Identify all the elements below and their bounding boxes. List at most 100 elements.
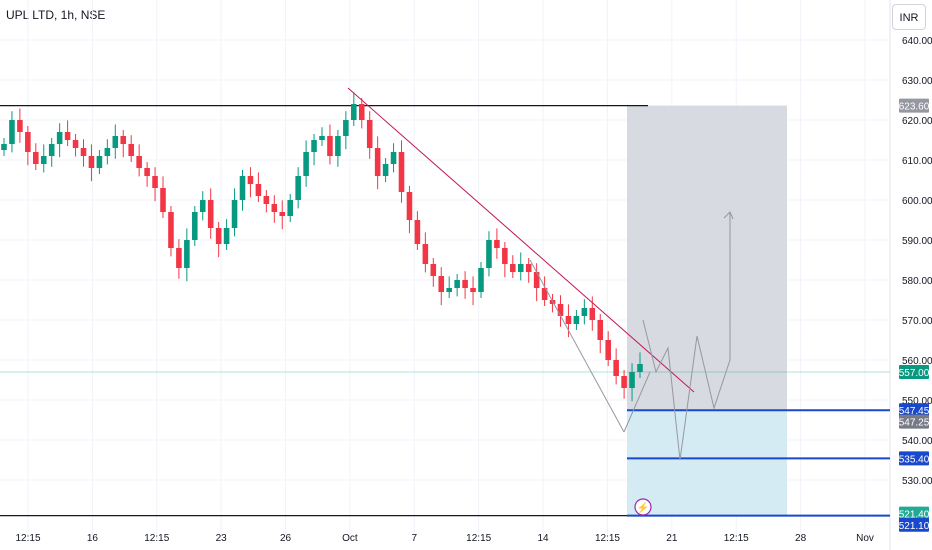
candle-body <box>128 144 134 156</box>
candle-body <box>430 264 437 276</box>
y-tick-label: 570.00 <box>902 316 932 327</box>
candle-body <box>486 240 492 268</box>
lightning-icon: ⚡ <box>637 501 649 514</box>
candle-body <box>176 248 182 268</box>
candle-body <box>72 140 79 148</box>
candle-body <box>597 320 604 340</box>
candle-body <box>390 152 397 164</box>
y-tick-label: 600.00 <box>902 196 932 207</box>
candle-body <box>9 120 15 144</box>
candle-body <box>231 200 238 228</box>
candle-body <box>414 220 421 244</box>
candle-body <box>573 316 580 324</box>
price-label: 521.40 <box>899 510 930 521</box>
price-label-box <box>899 403 929 418</box>
candle-body <box>120 136 127 144</box>
x-tick-label: 14 <box>538 533 550 544</box>
candle-body <box>192 212 198 240</box>
candle-body <box>184 240 190 268</box>
candle-body <box>621 376 627 388</box>
price-label-box <box>899 517 929 532</box>
candle-body <box>557 304 564 316</box>
candle-body <box>160 188 166 212</box>
candle-body <box>25 132 31 152</box>
candle-body <box>581 308 588 316</box>
event-marker-icon <box>634 498 652 516</box>
candle-body <box>279 212 286 216</box>
candle-body <box>263 196 270 204</box>
price-label-box <box>899 451 929 466</box>
candle-body <box>382 164 389 176</box>
candle-body <box>565 316 572 324</box>
candle-body <box>406 192 413 220</box>
price-label: 547.45 <box>899 406 930 417</box>
price-label: 521.10 <box>899 521 930 532</box>
candle-body <box>502 248 508 264</box>
price-label-box <box>899 506 929 521</box>
stop-zone <box>627 410 787 516</box>
x-tick-label: 12:15 <box>144 533 169 544</box>
candle-body <box>199 200 206 212</box>
candle-body <box>1 144 7 150</box>
candle-body <box>112 136 119 148</box>
y-tick-label: 590.00 <box>902 236 932 247</box>
candle-body <box>40 156 47 164</box>
candle-body <box>351 104 357 120</box>
y-tick-label: 640.00 <box>902 36 932 47</box>
candle-body <box>239 176 246 200</box>
price-label: 535.40 <box>899 454 930 465</box>
y-tick-label: 620.00 <box>902 116 932 127</box>
x-tick-label: 23 <box>216 533 228 544</box>
x-tick-label: 12:15 <box>595 533 620 544</box>
candle-body <box>311 140 317 152</box>
x-tick-label: Oct <box>342 533 358 544</box>
x-tick-label: 12:15 <box>724 533 749 544</box>
price-label-box <box>899 98 929 113</box>
candle-body <box>136 156 142 168</box>
y-tick-label: 630.00 <box>902 76 932 87</box>
candle-body <box>335 136 341 156</box>
candle-body <box>517 264 524 272</box>
candle-body <box>17 120 23 132</box>
candle-body <box>287 200 293 216</box>
y-tick-label: 580.00 <box>902 276 932 287</box>
candle-body <box>454 280 460 288</box>
candle-body <box>88 156 95 168</box>
candle-body <box>327 136 333 156</box>
candle-body <box>438 276 445 292</box>
candle-body <box>637 364 643 372</box>
candle-body <box>319 136 325 140</box>
x-tick-label: 7 <box>412 533 418 544</box>
y-tick-label: 530.00 <box>902 476 932 487</box>
x-tick-label: Nov <box>856 533 874 544</box>
candle-body <box>33 152 39 164</box>
y-tick-label: 550.00 <box>902 396 932 407</box>
x-tick-label: 21 <box>666 533 678 544</box>
wedge-line <box>623 371 651 433</box>
candle-body <box>613 360 619 376</box>
projection-arrowhead <box>723 211 734 220</box>
candle-body <box>478 268 484 292</box>
candle-body <box>144 168 150 176</box>
candle-body <box>525 264 532 272</box>
candle-body <box>605 340 611 360</box>
y-tick-label: 560.00 <box>902 356 932 367</box>
candle-body <box>152 176 158 188</box>
candle-body <box>470 288 476 292</box>
candle-body <box>629 372 635 388</box>
trendline <box>347 87 695 393</box>
candle-body <box>366 120 373 148</box>
candle-body <box>80 148 87 156</box>
candle-body <box>223 228 230 244</box>
candle-body <box>207 200 214 228</box>
target-zone <box>627 105 787 411</box>
candle-body <box>446 288 452 292</box>
candle-body <box>96 156 103 168</box>
y-tick-label: 540.00 <box>902 436 932 447</box>
price-label: 547.25 <box>899 418 930 429</box>
x-tick-label: 12:15 <box>15 533 40 544</box>
candle-body <box>510 264 516 272</box>
y-tick-label: 610.00 <box>902 156 932 167</box>
currency-button[interactable]: INR <box>892 4 926 30</box>
